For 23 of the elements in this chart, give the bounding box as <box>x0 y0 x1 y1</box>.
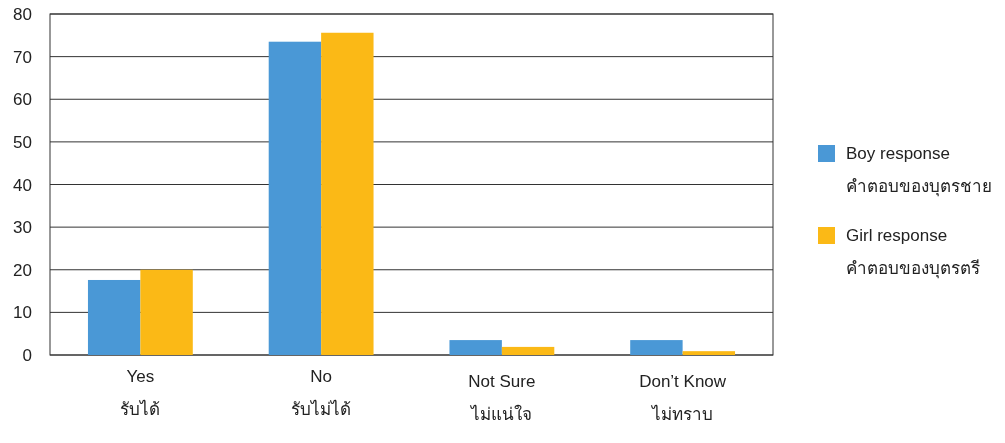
bar <box>268 41 322 355</box>
bar <box>682 351 736 355</box>
y-tick-label: 70 <box>13 47 32 67</box>
y-tick-label: 20 <box>13 260 32 280</box>
x-tick-label: Not Sure ไม่แน่ใจ <box>468 372 536 424</box>
bar <box>630 340 683 355</box>
y-tick-label: 40 <box>13 175 32 195</box>
x-tick-label: Don’t Know ไม่ทราบ <box>639 372 727 424</box>
legend-label: Girl response คำตอบของบุตรตรี <box>846 226 980 279</box>
y-tick-label: 10 <box>13 303 32 323</box>
y-tick-label: 50 <box>13 132 32 152</box>
y-tick-label: 30 <box>13 218 32 238</box>
x-tick-label: No รับไม่ได้ <box>291 367 352 419</box>
bar <box>321 32 374 355</box>
y-tick-label: 80 <box>13 5 32 24</box>
bar <box>87 279 141 355</box>
bar <box>501 346 555 355</box>
bar <box>140 269 193 355</box>
y-tick-label: 0 <box>22 346 32 365</box>
legend-label: Boy response คำตอบของบุตรชาย <box>846 144 992 197</box>
bar <box>449 340 502 355</box>
x-tick-label: Yes รับได้ <box>120 367 161 419</box>
y-tick-label: 60 <box>13 90 32 110</box>
